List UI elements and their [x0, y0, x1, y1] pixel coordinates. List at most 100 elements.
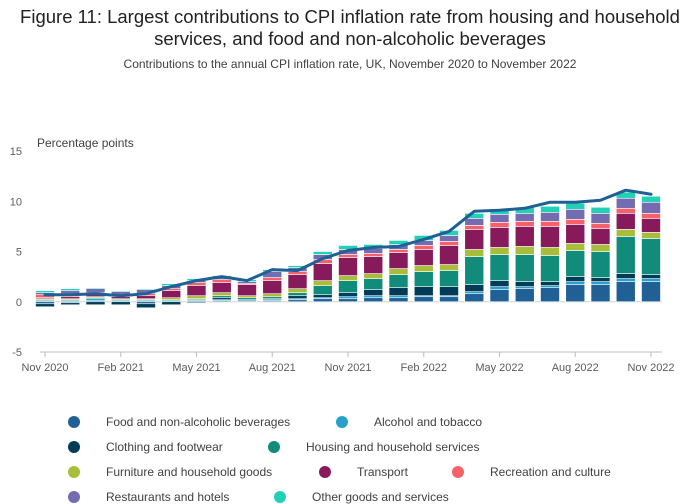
bar-segment	[110, 301, 131, 306]
bar-segment	[489, 289, 510, 303]
y-tick-label: 0	[16, 297, 22, 309]
bar-segment	[363, 253, 384, 257]
y-tick-label: 10	[10, 196, 22, 208]
bar-segment	[641, 201, 661, 214]
bar-segment	[388, 297, 409, 303]
bar-segment	[413, 249, 434, 266]
bar-segment	[489, 254, 510, 281]
bar-segment	[514, 254, 535, 282]
bar-segment	[60, 288, 81, 291]
bar-segment	[514, 213, 535, 222]
bar-segment	[464, 218, 485, 226]
bar-segment	[211, 295, 232, 299]
bar-segment	[464, 225, 485, 230]
x-tick-label: May 2021	[172, 362, 220, 374]
bar-segment	[287, 295, 308, 300]
x-tick-label: Feb 2021	[98, 362, 144, 374]
bar-segment	[540, 221, 560, 227]
bar-segment	[615, 281, 636, 303]
bar-segment	[136, 288, 156, 290]
bar-segment	[540, 281, 560, 286]
bar-segment	[565, 281, 586, 285]
bar-segment	[464, 229, 485, 250]
bar-segment	[464, 249, 485, 257]
bar-segment	[514, 281, 535, 287]
bar-segment	[489, 280, 510, 287]
bar-segment	[338, 296, 358, 300]
x-tick-label: Aug 2022	[552, 362, 599, 374]
bar-segment	[338, 257, 358, 276]
x-tick-label: Nov 2020	[21, 362, 68, 374]
bar-segment	[211, 282, 232, 294]
bar-segment	[540, 255, 560, 282]
bar-segment	[590, 251, 611, 278]
bar-segment	[262, 280, 283, 295]
bar-segment	[641, 213, 661, 219]
bar-segment	[312, 251, 333, 255]
bar-segment	[136, 301, 156, 305]
y-tick-label: -5	[12, 347, 22, 359]
bar-segment	[540, 285, 560, 288]
bar-segment	[312, 285, 333, 296]
bar-segment	[615, 278, 636, 282]
bar-segment	[590, 223, 611, 229]
bar-segment	[237, 295, 257, 299]
bar-segment	[439, 264, 459, 271]
bar-segment	[439, 296, 459, 303]
bar-segment	[590, 284, 611, 303]
bar-segment	[211, 292, 232, 297]
bar-segment	[590, 206, 611, 214]
bar-segment	[489, 214, 510, 223]
x-tick-label: Nov 2022	[627, 362, 674, 374]
bar-segment	[565, 250, 586, 277]
bar-segment	[464, 293, 485, 303]
bar-segment	[338, 254, 358, 258]
bar-segment	[388, 268, 409, 275]
bar-segment	[439, 286, 459, 297]
chart-title: Figure 11: Largest contributions to CPI …	[20, 6, 680, 49]
x-tick-label: Nov 2021	[324, 362, 371, 374]
bar-segment	[413, 271, 434, 287]
bar-segment	[136, 303, 156, 309]
bar-segment	[641, 281, 661, 303]
bar-segment	[161, 301, 182, 306]
bar-segment	[514, 226, 535, 247]
bar-segment	[514, 288, 535, 303]
bar-segment	[312, 263, 333, 281]
bar-segment	[641, 274, 661, 279]
bar-segment	[514, 286, 535, 289]
bar-segment	[413, 296, 434, 303]
bar-segment	[413, 265, 434, 272]
bar-segment	[489, 227, 510, 248]
bar-segment	[439, 241, 459, 246]
bar-segment	[287, 274, 308, 289]
bar-segment	[565, 202, 586, 210]
bar-segment	[363, 297, 384, 303]
bar-segment	[464, 284, 485, 293]
y-tick-label: 5	[16, 247, 22, 259]
bar-segment	[211, 279, 232, 283]
bar-segment	[489, 222, 510, 228]
bar-segment	[413, 286, 434, 297]
bar-segment	[514, 246, 535, 255]
bar-segment	[35, 301, 55, 305]
bar-segment	[615, 273, 636, 279]
chart-bars	[35, 191, 661, 309]
bar-segment	[85, 288, 106, 294]
bar-segment	[338, 298, 358, 303]
bar-segment	[590, 228, 611, 245]
bar-segment	[615, 236, 636, 274]
x-tick-label: May 2022	[475, 362, 523, 374]
bar-segment	[262, 277, 283, 281]
bar-segment	[262, 293, 283, 298]
bar-segment	[590, 213, 611, 224]
bar-segment	[388, 249, 409, 253]
bar-segment	[439, 245, 459, 265]
bar-segment	[312, 294, 333, 299]
bar-segment	[388, 252, 409, 269]
bar-segment	[211, 297, 232, 301]
bar-segment	[35, 290, 55, 294]
bar-segment	[388, 287, 409, 297]
bar-segment	[186, 301, 207, 304]
bar-segment	[186, 285, 207, 297]
